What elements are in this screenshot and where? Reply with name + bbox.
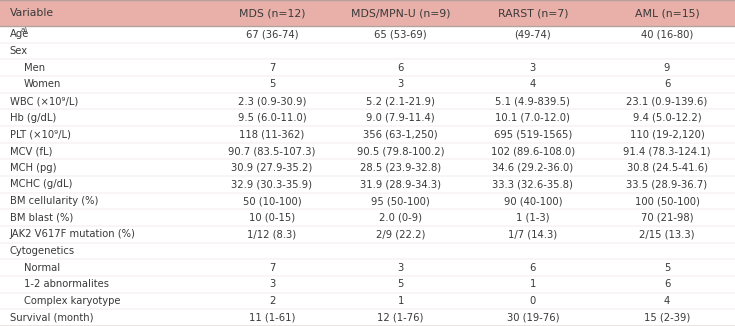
Text: JAK2 V617F mutation (%): JAK2 V617F mutation (%): [10, 229, 135, 239]
Text: 30.9 (27.9-35.2): 30.9 (27.9-35.2): [232, 163, 312, 173]
Text: 34.6 (29.2-36.0): 34.6 (29.2-36.0): [492, 163, 573, 173]
Text: 100 (50-100): 100 (50-100): [634, 196, 700, 206]
Text: 23.1 (0.9-139.6): 23.1 (0.9-139.6): [626, 96, 708, 106]
Text: 1-2 abnormalites: 1-2 abnormalites: [24, 279, 109, 289]
Text: 3: 3: [269, 279, 275, 289]
Text: Variable: Variable: [10, 8, 54, 18]
Text: PLT (×10⁹/L): PLT (×10⁹/L): [10, 129, 71, 139]
Text: 10 (0-15): 10 (0-15): [249, 213, 295, 223]
Text: 33.3 (32.6-35.8): 33.3 (32.6-35.8): [492, 179, 573, 189]
Text: AML (n=15): AML (n=15): [634, 8, 700, 18]
Text: 50 (10-100): 50 (10-100): [243, 196, 301, 206]
Text: 28.5 (23.9-32.8): 28.5 (23.9-32.8): [360, 163, 441, 173]
Text: 40 (16-80): 40 (16-80): [641, 29, 693, 39]
Text: Age: Age: [10, 29, 29, 39]
Text: MCHC (g/dL): MCHC (g/dL): [10, 179, 72, 189]
Text: MDS/MPN-U (n=9): MDS/MPN-U (n=9): [351, 8, 451, 18]
Text: 3: 3: [398, 79, 404, 89]
Text: MDS (n=12): MDS (n=12): [239, 8, 305, 18]
Text: 9: 9: [664, 63, 670, 73]
Text: 2: 2: [269, 296, 275, 306]
Text: 30.8 (24.5-41.6): 30.8 (24.5-41.6): [626, 163, 708, 173]
Text: 1/7 (14.3): 1/7 (14.3): [509, 229, 557, 239]
Text: 31.9 (28.9-34.3): 31.9 (28.9-34.3): [360, 179, 441, 189]
Text: 5: 5: [664, 263, 670, 273]
Text: 11 (1-61): 11 (1-61): [248, 313, 295, 323]
Text: 2/9 (22.2): 2/9 (22.2): [376, 229, 426, 239]
Text: WBC (×10⁹/L): WBC (×10⁹/L): [10, 96, 78, 106]
Text: 5: 5: [398, 279, 404, 289]
Text: 102 (89.6-108.0): 102 (89.6-108.0): [491, 146, 575, 156]
Text: 10.1 (7.0-12.0): 10.1 (7.0-12.0): [495, 113, 570, 123]
Text: 9.5 (6.0-11.0): 9.5 (6.0-11.0): [237, 113, 306, 123]
Text: 2/15 (13.3): 2/15 (13.3): [639, 229, 695, 239]
Text: 33.5 (28.9-36.7): 33.5 (28.9-36.7): [626, 179, 708, 189]
Text: Sex: Sex: [10, 46, 28, 56]
Text: Normal: Normal: [24, 263, 60, 273]
Text: 70 (21-98): 70 (21-98): [641, 213, 693, 223]
Text: 1 (1-3): 1 (1-3): [516, 213, 550, 223]
Text: BM cellularity (%): BM cellularity (%): [10, 196, 98, 206]
Text: 5: 5: [269, 79, 275, 89]
Text: MCH (pg): MCH (pg): [10, 163, 56, 173]
Text: MCV (fL): MCV (fL): [10, 146, 52, 156]
Text: (49-74): (49-74): [514, 29, 551, 39]
Text: 2.3 (0.9-30.9): 2.3 (0.9-30.9): [237, 96, 306, 106]
Text: 110 (19-2,120): 110 (19-2,120): [630, 129, 704, 139]
Text: 91.4 (78.3-124.1): 91.4 (78.3-124.1): [623, 146, 711, 156]
Text: Hb (g/dL): Hb (g/dL): [10, 113, 56, 123]
Text: 65 (53-69): 65 (53-69): [374, 29, 427, 39]
Text: 5.2 (2.1-21.9): 5.2 (2.1-21.9): [366, 96, 435, 106]
Text: 6: 6: [664, 279, 670, 289]
Text: 90.7 (83.5-107.3): 90.7 (83.5-107.3): [229, 146, 315, 156]
Text: 4: 4: [664, 296, 670, 306]
Text: 6: 6: [398, 63, 404, 73]
Text: 1/12 (8.3): 1/12 (8.3): [248, 229, 296, 239]
Bar: [0, 0, 735, 26]
Text: BM blast (%): BM blast (%): [10, 213, 73, 223]
Text: 90 (40-100): 90 (40-100): [503, 196, 562, 206]
Text: 7: 7: [269, 263, 275, 273]
Text: 1: 1: [530, 279, 536, 289]
Text: 6: 6: [664, 79, 670, 89]
Text: 356 (63-1,250): 356 (63-1,250): [363, 129, 438, 139]
Text: 90.5 (79.8-100.2): 90.5 (79.8-100.2): [356, 146, 445, 156]
Text: 5.1 (4.9-839.5): 5.1 (4.9-839.5): [495, 96, 570, 106]
Text: 67 (36-74): 67 (36-74): [245, 29, 298, 39]
Text: RARST (n=7): RARST (n=7): [498, 8, 568, 18]
Text: 9.4 (5.0-12.2): 9.4 (5.0-12.2): [633, 113, 701, 123]
Text: 95 (50-100): 95 (50-100): [371, 196, 430, 206]
Text: a): a): [21, 26, 28, 33]
Text: 3: 3: [530, 63, 536, 73]
Text: 30 (19-76): 30 (19-76): [506, 313, 559, 323]
Text: Men: Men: [24, 63, 45, 73]
Text: 695 (519-1565): 695 (519-1565): [494, 129, 572, 139]
Text: Survival (month): Survival (month): [10, 313, 93, 323]
Text: 6: 6: [530, 263, 536, 273]
Text: Women: Women: [24, 79, 61, 89]
Text: 12 (1-76): 12 (1-76): [377, 313, 424, 323]
Text: Complex karyotype: Complex karyotype: [24, 296, 121, 306]
Text: 2.0 (0-9): 2.0 (0-9): [379, 213, 422, 223]
Text: 0: 0: [530, 296, 536, 306]
Text: 7: 7: [269, 63, 275, 73]
Text: 4: 4: [530, 79, 536, 89]
Text: 32.9 (30.3-35.9): 32.9 (30.3-35.9): [232, 179, 312, 189]
Text: 1: 1: [398, 296, 404, 306]
Text: Cytogenetics: Cytogenetics: [10, 246, 75, 256]
Text: 3: 3: [398, 263, 404, 273]
Text: 9.0 (7.9-11.4): 9.0 (7.9-11.4): [366, 113, 435, 123]
Text: 15 (2-39): 15 (2-39): [644, 313, 690, 323]
Text: 118 (11-362): 118 (11-362): [240, 129, 304, 139]
